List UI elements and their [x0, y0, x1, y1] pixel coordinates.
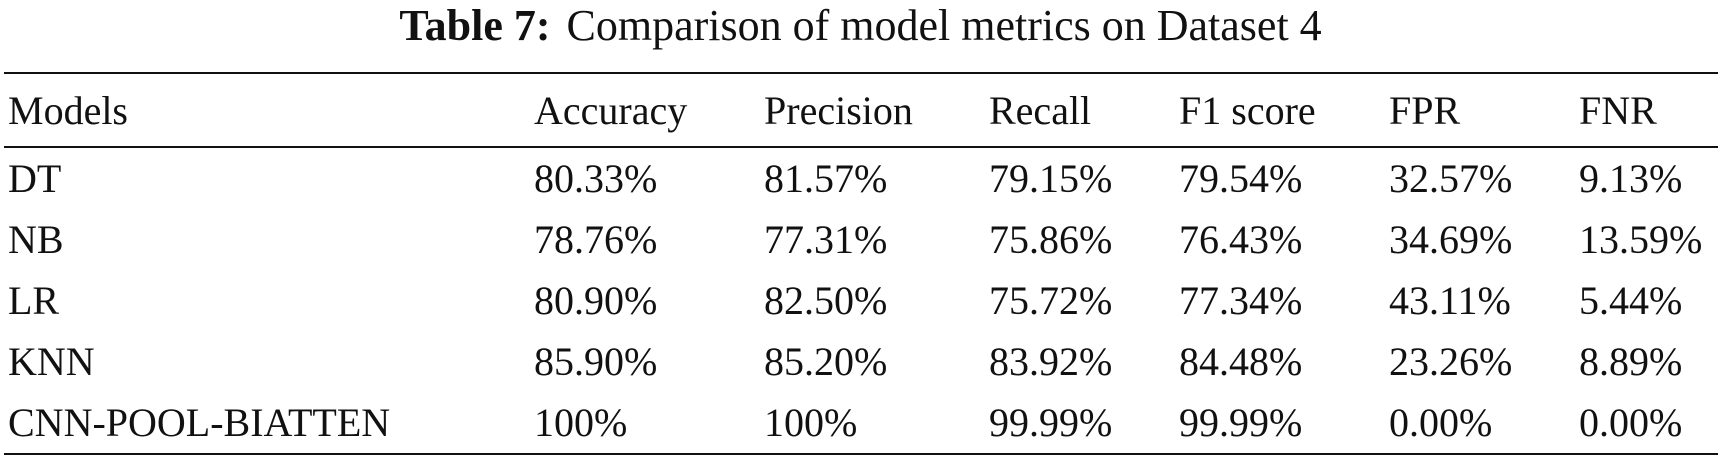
cell-recall: 79.15%	[989, 156, 1113, 201]
cell-accuracy: 80.90%	[534, 278, 658, 323]
cell-fpr: 32.57%	[1389, 156, 1513, 201]
cell-accuracy: 85.90%	[534, 339, 658, 384]
cell-recall: 99.99%	[989, 400, 1113, 445]
cell-f1-score: 76.43%	[1179, 217, 1303, 262]
cell-fnr: 8.89%	[1579, 339, 1683, 384]
header-accuracy: Accuracy	[534, 87, 688, 133]
header-models: Models	[8, 87, 128, 133]
table-caption-label: Table 7:	[399, 1, 551, 50]
cell-recall: 75.86%	[989, 217, 1113, 262]
cell-accuracy: 78.76%	[534, 217, 658, 262]
cell-fpr: 0.00%	[1389, 400, 1493, 445]
cell-accuracy: 80.33%	[534, 156, 658, 201]
cell-model: KNN	[8, 339, 95, 384]
table-caption-text: Comparison of model metrics on Dataset 4	[566, 1, 1322, 50]
cell-f1-score: 79.54%	[1179, 156, 1303, 201]
header-precision: Precision	[764, 87, 913, 133]
cell-precision: 82.50%	[764, 278, 888, 323]
cell-fpr: 23.26%	[1389, 339, 1513, 384]
cell-recall: 75.72%	[989, 278, 1113, 323]
cell-f1-score: 84.48%	[1179, 339, 1303, 384]
cell-model: DT	[8, 156, 62, 201]
table-row: CNN-POOL-BIATTEN 100% 100% 99.99% 99.99%…	[4, 392, 1718, 454]
cell-model: NB	[8, 217, 64, 262]
cell-accuracy: 100%	[534, 400, 628, 445]
cell-fpr: 43.11%	[1389, 278, 1511, 323]
cell-recall: 83.92%	[989, 339, 1113, 384]
metrics-table: Models Accuracy Precision Recall F1 scor…	[4, 72, 1718, 455]
header-fnr: FNR	[1579, 87, 1657, 133]
table-caption: Table 7: Comparison of model metrics on D…	[0, 0, 1721, 52]
cell-precision: 100%	[764, 400, 858, 445]
header-fpr: FPR	[1389, 87, 1461, 133]
table-header-row: Models Accuracy Precision Recall F1 scor…	[4, 73, 1718, 147]
header-f1-score: F1 score	[1179, 87, 1316, 133]
cell-precision: 77.31%	[764, 217, 888, 262]
cell-precision: 85.20%	[764, 339, 888, 384]
header-recall: Recall	[989, 87, 1092, 133]
cell-fpr: 34.69%	[1389, 217, 1513, 262]
table-row: DT 80.33% 81.57% 79.15% 79.54% 32.57% 9.…	[4, 147, 1718, 209]
table-row: NB 78.76% 77.31% 75.86% 76.43% 34.69% 13…	[4, 209, 1718, 270]
cell-fnr: 9.13%	[1579, 156, 1683, 201]
table-row: KNN 85.90% 85.20% 83.92% 84.48% 23.26% 8…	[4, 331, 1718, 392]
cell-f1-score: 99.99%	[1179, 400, 1303, 445]
table-row: LR 80.90% 82.50% 75.72% 77.34% 43.11% 5.…	[4, 270, 1718, 331]
cell-fnr: 13.59%	[1579, 217, 1703, 262]
cell-precision: 81.57%	[764, 156, 888, 201]
cell-fnr: 5.44%	[1579, 278, 1683, 323]
cell-f1-score: 77.34%	[1179, 278, 1303, 323]
cell-model: LR	[8, 278, 60, 323]
cell-model: CNN-POOL-BIATTEN	[8, 400, 391, 445]
cell-fnr: 0.00%	[1579, 400, 1683, 445]
